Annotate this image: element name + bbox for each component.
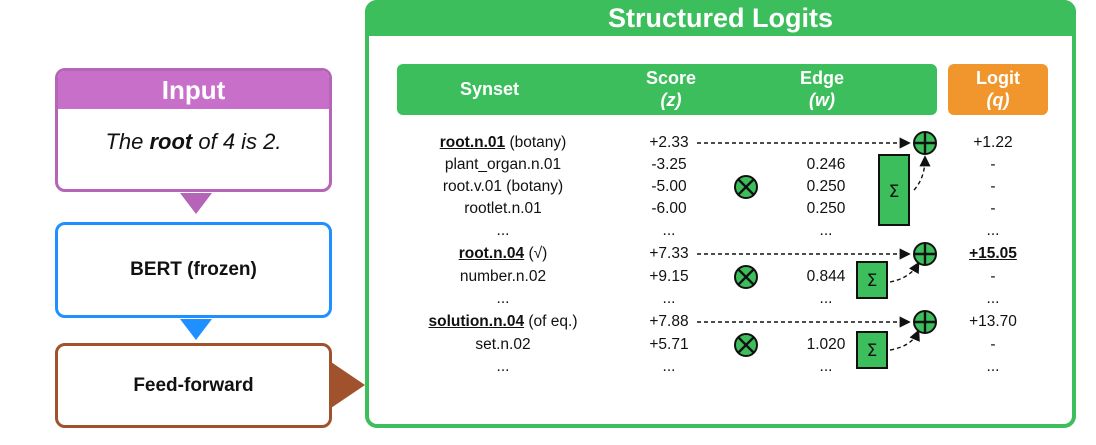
score-cell: +7.88	[649, 313, 689, 330]
synset-name: solution.n.04	[428, 313, 525, 330]
score-cell: +2.33	[649, 134, 689, 151]
synset-cell: root.n.01 (botany)	[440, 133, 567, 153]
logit-cell: +13.70	[969, 313, 1017, 330]
score-cell: ...	[662, 222, 676, 239]
header-edge: Edge	[799, 68, 844, 88]
times-op-2	[734, 265, 758, 289]
synset-name: rootlet.n.01	[464, 200, 542, 217]
synset-cell: ...	[497, 221, 510, 241]
edge-cell: 0.844	[806, 268, 846, 285]
sum-symbol-2: Σ	[867, 271, 878, 291]
sum-box-3	[856, 331, 888, 369]
score-cell: ...	[662, 358, 676, 375]
plus-op-3	[913, 310, 937, 334]
panel-title: Structured Logits	[365, 0, 1076, 36]
edge-cell: ...	[819, 222, 833, 239]
header-logit: Logit	[976, 68, 1020, 88]
edge-cell: 0.246	[806, 156, 846, 173]
arrow-bert-to-ff	[180, 319, 212, 340]
score-cell: ...	[662, 290, 676, 307]
score-cell: -3.25	[651, 156, 687, 173]
input-sentence-post: of 4 is 2.	[192, 129, 282, 154]
header-logit-box: Logit (q)	[948, 64, 1048, 115]
sum-to-plus-arrow-1	[913, 155, 931, 191]
sum-box-2	[856, 261, 888, 299]
header-synset: Synset	[459, 79, 520, 99]
arrow-ff-to-logits	[331, 362, 365, 408]
sum-symbol-3: Σ	[867, 341, 878, 361]
sum-symbol-1: Σ	[889, 182, 900, 202]
sum-to-plus-arrow-3	[889, 329, 920, 351]
synset-name: root.n.04	[458, 245, 525, 262]
edge-cell: 1.020	[806, 336, 846, 353]
input-sentence: The root of 4 is 2.	[58, 129, 329, 155]
logit-cell: ...	[986, 222, 1000, 239]
edge-cell: 0.250	[806, 200, 846, 217]
logit-cell: -	[990, 178, 996, 195]
synset-cell: number.n.02	[460, 267, 546, 287]
times-op-1	[734, 175, 758, 199]
synset-suffix: (botany)	[505, 134, 567, 151]
synset-cell: rootlet.n.01	[464, 199, 542, 219]
logit-cell: -	[990, 268, 996, 285]
feedforward-box: Feed-forward	[55, 343, 332, 428]
logit-cell: -	[990, 156, 996, 173]
table-header: Synset Score (z) Edge (w)	[397, 64, 937, 115]
synset-name: set.n.02	[475, 336, 531, 353]
input-box: Input The root of 4 is 2.	[55, 68, 332, 192]
arrow-input-to-bert	[180, 193, 212, 214]
header-score: Score	[645, 68, 697, 88]
synset-cell: ...	[497, 289, 510, 309]
input-title: Input	[58, 71, 329, 109]
score-cell: -6.00	[651, 200, 687, 217]
synset-name: plant_organ.n.01	[444, 156, 562, 173]
synset-name: ...	[496, 222, 510, 239]
score-cell: +9.15	[649, 268, 689, 285]
synset-name: root.v.01 (botany)	[442, 178, 564, 195]
synset-name: ...	[496, 358, 510, 375]
times-op-3	[734, 333, 758, 357]
header-score-symbol: (z)	[660, 90, 682, 110]
header-logit-symbol: (q)	[986, 90, 1010, 110]
edge-cell: ...	[819, 358, 833, 375]
input-sentence-pre: The	[105, 129, 150, 154]
header-edge-symbol: (w)	[809, 90, 835, 110]
synset-suffix: (√)	[524, 245, 548, 262]
synset-cell: root.v.01 (botany)	[443, 177, 563, 197]
logit-cell: +15.05	[969, 245, 1017, 262]
logit-cell: -	[990, 200, 996, 217]
edge-cell: ...	[819, 290, 833, 307]
logit-cell: -	[990, 336, 996, 353]
synset-cell: set.n.02	[475, 335, 530, 355]
synset-cell: solution.n.04 (of eq.)	[428, 312, 577, 332]
plus-op-1	[913, 131, 937, 155]
edge-cell: 0.250	[806, 178, 846, 195]
sum-to-plus-arrow-2	[889, 261, 920, 283]
score-cell: -5.00	[651, 178, 687, 195]
logit-cell: +1.22	[973, 134, 1013, 151]
synset-name: root.n.01	[439, 134, 506, 151]
plus-op-2	[913, 242, 937, 266]
synset-cell: plant_organ.n.01	[445, 155, 561, 175]
synset-name: number.n.02	[459, 268, 547, 285]
sum-box-1	[878, 154, 910, 226]
synset-name: ...	[496, 290, 510, 307]
input-sentence-bold: root	[149, 129, 193, 154]
logit-cell: ...	[986, 290, 1000, 307]
synset-cell: root.n.04 (√)	[459, 244, 548, 264]
synset-cell: ...	[497, 357, 510, 377]
logit-cell: ...	[986, 358, 1000, 375]
synset-suffix: (of eq.)	[524, 313, 578, 330]
score-cell: +7.33	[649, 245, 689, 262]
score-cell: +5.71	[649, 336, 689, 353]
bert-box: BERT (frozen)	[55, 222, 332, 318]
